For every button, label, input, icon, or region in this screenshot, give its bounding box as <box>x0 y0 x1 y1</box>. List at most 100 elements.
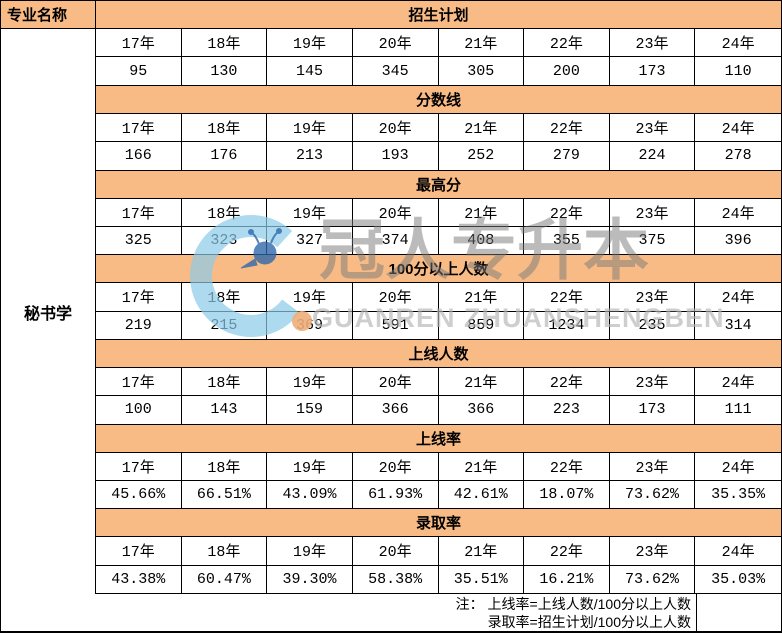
year-cell: 17年 <box>96 452 182 481</box>
section-title: 上线率 <box>96 424 781 453</box>
value-cell: 375 <box>609 226 696 256</box>
value-cell: 95 <box>96 57 182 86</box>
year-cell: 23年 <box>609 452 696 481</box>
value-cell: 215 <box>181 311 268 340</box>
year-cell: 17年 <box>96 367 182 397</box>
values-row: 43.38% 60.47% 39.30% 58.38% 35.51% 16.21% 73.6… <box>96 565 781 595</box>
year-cell: 22年 <box>524 283 610 312</box>
value-cell: 39.30% <box>267 565 353 595</box>
section-title: 录取率 <box>96 509 781 538</box>
value-cell: 66.51% <box>181 480 268 510</box>
value-cell: 213 <box>267 142 353 171</box>
year-cell: 17年 <box>96 198 182 227</box>
notes-empty-cell <box>697 594 781 631</box>
values-row: 100 143 159 366 366 223 173 111 <box>96 396 781 425</box>
year-cell: 20年 <box>352 452 439 481</box>
value-cell: 408 <box>438 226 525 256</box>
value-cell: 73.62% <box>609 565 696 595</box>
year-cell: 24年 <box>695 368 781 397</box>
value-cell: 43.09% <box>267 480 353 510</box>
year-cell: 18年 <box>181 537 268 566</box>
year-cell: 19年 <box>267 113 353 143</box>
year-cell: 18年 <box>181 367 268 397</box>
years-row: 17年 18年 19年 20年 21年 22年 23年 24年 <box>96 537 781 566</box>
section: 100分以上人数 17年 18年 19年 20年 21年 22年 23年 24年 219 215 36… <box>96 255 781 340</box>
year-cell: 18年 <box>181 283 268 312</box>
year-cell: 20年 <box>352 29 439 58</box>
year-cell: 19年 <box>267 537 353 566</box>
corner-header: 专业名称 <box>1 1 96 29</box>
year-cell: 19年 <box>267 198 353 227</box>
value-cell: 314 <box>695 312 781 340</box>
section: 上线率 17年 18年 19年 20年 21年 22年 23年 24年 45.66% 66.51% 4… <box>96 424 781 510</box>
year-cell: 18年 <box>181 198 268 227</box>
value-cell: 1234 <box>524 311 610 340</box>
value-cell: 859 <box>438 311 525 340</box>
value-cell: 111 <box>695 396 781 425</box>
value-cell: 305 <box>438 57 525 86</box>
value-cell: 366 <box>352 396 439 425</box>
year-cell: 20年 <box>352 537 439 566</box>
year-cell: 24年 <box>695 29 781 58</box>
section-title: 上线人数 <box>96 339 781 368</box>
section: 分数线 17年 18年 19年 20年 21年 22年 23年 24年 166 176 213 193 2… <box>96 85 781 171</box>
year-cell: 23年 <box>609 113 696 143</box>
value-cell: 224 <box>609 142 696 171</box>
year-cell: 23年 <box>609 367 696 397</box>
year-cell: 23年 <box>609 283 696 312</box>
values-row: 45.66% 66.51% 43.09% 61.93% 42.61% 18.07% 73.6… <box>96 480 781 510</box>
year-cell: 22年 <box>524 198 610 227</box>
year-cell: 21年 <box>438 367 525 397</box>
year-cell: 24年 <box>695 199 781 227</box>
section: 上线人数 17年 18年 19年 20年 21年 22年 23年 24年 100 143 159 366… <box>96 339 781 425</box>
note-line-1: 注： 上线率=上线人数/100分以上人数 <box>455 595 691 612</box>
value-cell: 58.38% <box>352 565 439 595</box>
value-cell: 219 <box>96 311 182 340</box>
year-cell: 18年 <box>181 452 268 481</box>
year-cell: 24年 <box>695 453 781 481</box>
year-cell: 19年 <box>267 283 353 312</box>
section-title: 招生计划 <box>96 1 781 29</box>
value-cell: 42.61% <box>438 480 525 510</box>
year-cell: 22年 <box>524 452 610 481</box>
value-cell: 278 <box>695 142 781 171</box>
year-cell: 17年 <box>96 537 182 566</box>
note-line-2: 录取率=招生计划/100分以上人数 <box>487 613 691 630</box>
value-cell: 145 <box>267 57 353 86</box>
section-title: 分数线 <box>96 85 781 114</box>
major-name-cell: 秘书学 <box>1 29 96 594</box>
value-cell: 100 <box>96 396 182 425</box>
value-cell: 279 <box>524 142 610 171</box>
year-cell: 23年 <box>609 29 696 58</box>
values-row: 219 215 369 591 859 1234 235 314 <box>96 311 781 340</box>
section-title: 100分以上人数 <box>96 255 781 284</box>
value-cell: 176 <box>181 142 268 171</box>
year-cell: 19年 <box>267 29 353 58</box>
year-cell: 24年 <box>695 114 781 143</box>
year-cell: 22年 <box>524 113 610 143</box>
year-cell: 21年 <box>438 29 525 58</box>
value-cell: 159 <box>267 396 353 425</box>
value-cell: 325 <box>96 226 182 256</box>
sections-container: 17年 18年 19年 20年 21年 22年 23年 24年 95 130 145 345 305 20… <box>96 29 781 595</box>
section-title: 最高分 <box>96 170 781 199</box>
value-cell: 355 <box>524 226 610 256</box>
value-cell: 18.07% <box>524 480 610 510</box>
section: 17年 18年 19年 20年 21年 22年 23年 24年 95 130 145 345 305 20… <box>96 29 781 86</box>
value-cell: 396 <box>695 227 781 256</box>
year-cell: 22年 <box>524 367 610 397</box>
year-cell: 19年 <box>267 452 353 481</box>
years-row: 17年 18年 19年 20年 21年 22年 23年 24年 <box>96 113 781 143</box>
year-cell: 20年 <box>352 367 439 397</box>
value-cell: 35.03% <box>695 566 781 595</box>
value-cell: 327 <box>267 226 353 256</box>
values-row: 166 176 213 193 252 279 224 278 <box>96 142 781 171</box>
value-cell: 591 <box>352 311 439 340</box>
notes-row: 注： 上线率=上线人数/100分以上人数 录取率=招生计划/100分以上人数 <box>1 594 781 631</box>
year-cell: 22年 <box>524 537 610 566</box>
value-cell: 252 <box>438 142 525 171</box>
year-cell: 17年 <box>96 113 182 143</box>
value-cell: 193 <box>352 142 439 171</box>
value-cell: 223 <box>524 396 610 425</box>
